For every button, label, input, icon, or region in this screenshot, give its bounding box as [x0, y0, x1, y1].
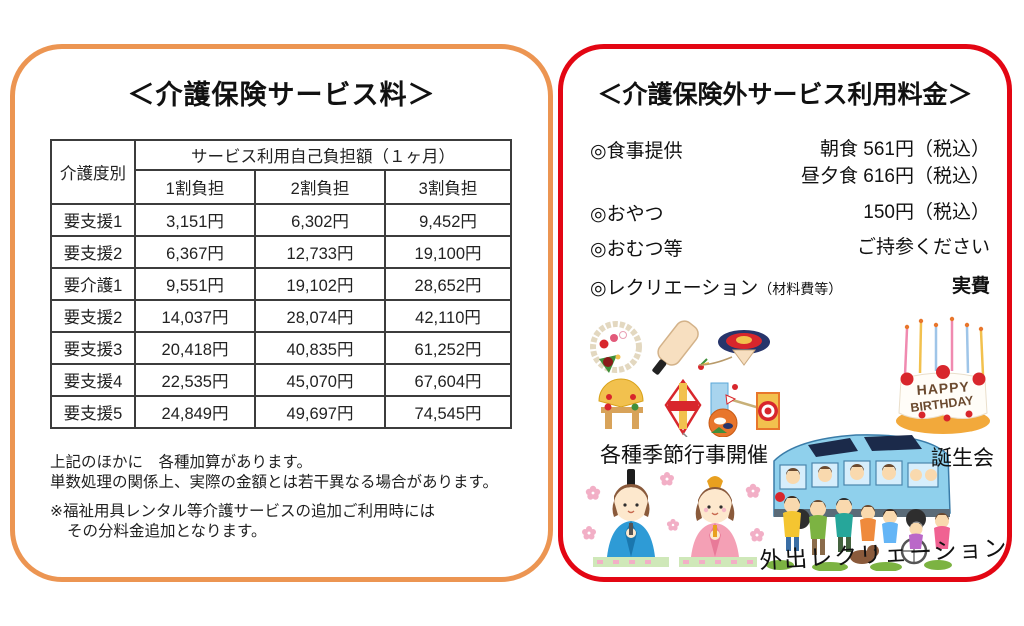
seasonal-events-caption: 各種季節行事開催	[600, 444, 768, 467]
recreation-label-sub: （材料費等）	[758, 281, 843, 297]
table-subheader-row: 1割負担 2割負担 3割負担	[51, 169, 513, 205]
table-cell: 28,652円	[383, 267, 513, 301]
note-line: 上記のほかに 各種加算があります。	[50, 454, 312, 471]
diaper-label: ◎おむつ等	[590, 239, 683, 260]
row-label: 要支援2	[50, 235, 136, 269]
table-cell: 19,100円	[383, 235, 513, 269]
snack-price: 150円（税込）	[863, 202, 990, 223]
note-line: ※福祉用具レンタル等介護サービスの追加ご利用時には	[50, 503, 435, 520]
meal-breakfast-price: 朝食 561円（税込）	[820, 139, 990, 160]
table-cell: 3,151円	[134, 203, 256, 237]
col-header-cell: 1割負担	[134, 169, 256, 205]
table-row: 要支援4 22,535円 45,070円 67,604円	[50, 363, 513, 397]
meal-label: ◎食事提供	[590, 141, 683, 162]
meal-values: 朝食 561円（税込） 昼夕食 616円（税込）	[801, 136, 990, 190]
note-line: その分料金追加となります。	[67, 523, 267, 540]
row-label: 要支援5	[50, 395, 136, 429]
table-cell: 20,418円	[134, 331, 256, 365]
row-label: 要介護1	[50, 267, 136, 301]
table-cell: 67,604円	[383, 363, 513, 397]
table-row: 要支援2 14,037円 28,074円 42,110円	[50, 299, 513, 333]
new-year-items-illustration	[590, 320, 780, 437]
table-row: 要支援1 3,151円 6,302円 9,452円	[50, 203, 513, 237]
table-cell: 42,110円	[383, 299, 513, 333]
row-label: 要支援3	[50, 331, 136, 365]
table-cell: 6,367円	[134, 235, 256, 269]
table-cell: 6,302円	[254, 203, 386, 237]
diaper-fee-row: ◎おむつ等 ご持参ください	[590, 234, 990, 261]
table-cell: 45,070円	[254, 363, 386, 397]
col-header-cell: 2割負担	[254, 169, 386, 205]
table-row: 要支援2 6,367円 12,733円 19,100円	[50, 235, 513, 269]
row-label: 要支援2	[50, 299, 136, 333]
recreation-price: 実費	[951, 276, 990, 297]
table-row: 要介護1 9,551円 19,102円 28,652円	[50, 267, 513, 301]
table-cell: 9,551円	[134, 267, 256, 301]
table-cell: 12,733円	[254, 235, 386, 269]
female-hina-doll	[691, 476, 739, 557]
recreation-fee-row: ◎レクリエーション（材料費等） 実費	[590, 273, 990, 300]
table-cell: 9,452円	[383, 203, 513, 237]
row-label: 要支援1	[50, 203, 136, 237]
table-cell: 22,535円	[134, 363, 256, 397]
table-cell: 40,835円	[254, 331, 386, 365]
table-cell: 24,849円	[134, 395, 256, 429]
recreation-label-group: ◎レクリエーション（材料費等）	[590, 273, 842, 300]
birthday-cake-illustration: HAPPY BIRTHDAY	[896, 316, 990, 434]
birthday-party-caption: 誕生会	[931, 447, 994, 470]
snack-label: ◎おやつ	[590, 204, 664, 225]
row-label: 要支援4	[50, 363, 136, 397]
diaper-note: ご持参ください	[856, 237, 990, 258]
corner-header-cell: 介護度別	[50, 139, 136, 205]
table-cell: 19,102円	[254, 267, 386, 301]
hina-dolls-illustration	[582, 469, 764, 567]
bus-with-people-illustration	[766, 434, 952, 571]
table-cell: 14,037円	[134, 299, 256, 333]
table-cell: 61,252円	[383, 331, 513, 365]
table-header-row: 介護度別 サービス利用自己負担額（１ヶ月）	[50, 139, 513, 205]
table-row: 要支援3 20,418円 40,835円 61,252円	[50, 331, 513, 365]
right-panel-title: ＜介護保険外サービス利用料金＞	[597, 81, 973, 109]
meal-fee-row: ◎食事提供 朝食 561円（税込） 昼夕食 616円（税込）	[590, 136, 990, 190]
recreation-label: ◎レクリエーション	[590, 278, 759, 299]
table-row: 要支援5 24,849円 49,697円 74,545円	[50, 395, 513, 429]
cake-text-happy: HAPPY	[916, 378, 970, 398]
meal-lunchdinner-price: 昼夕食 616円（税込）	[801, 166, 990, 187]
male-hina-doll	[607, 469, 655, 557]
table-notes: 上記のほかに 各種加算があります。 単数処理の関係上、実際の金額とは若干異なる場…	[50, 453, 498, 542]
note-line: 単数処理の関係上、実際の金額とは若干異なる場合があります。	[50, 474, 498, 491]
insurance-fee-panel: ＜介護保険サービス料＞ 介護度別 サービス利用自己負担額（１ヶ月） 1割負担 2…	[10, 44, 553, 582]
plum-blossoms	[582, 472, 764, 542]
left-panel-title: ＜介護保険サービス料＞	[127, 80, 436, 110]
fee-table: 介護度別 サービス利用自己負担額（１ヶ月） 1割負担 2割負担 3割負担 要支援…	[50, 139, 513, 429]
group-header-cell: サービス利用自己負担額（１ヶ月）	[133, 139, 513, 171]
snack-fee-row: ◎おやつ 150円（税込）	[590, 199, 990, 226]
col-header-cell: 3割負担	[383, 169, 513, 205]
table-cell: 74,545円	[383, 395, 513, 429]
non-insurance-fee-panel: ＜介護保険外サービス利用料金＞ ◎食事提供 朝食 561円（税込） 昼夕食 61…	[558, 44, 1012, 582]
table-cell: 49,697円	[254, 395, 386, 429]
table-cell: 28,074円	[254, 299, 386, 333]
